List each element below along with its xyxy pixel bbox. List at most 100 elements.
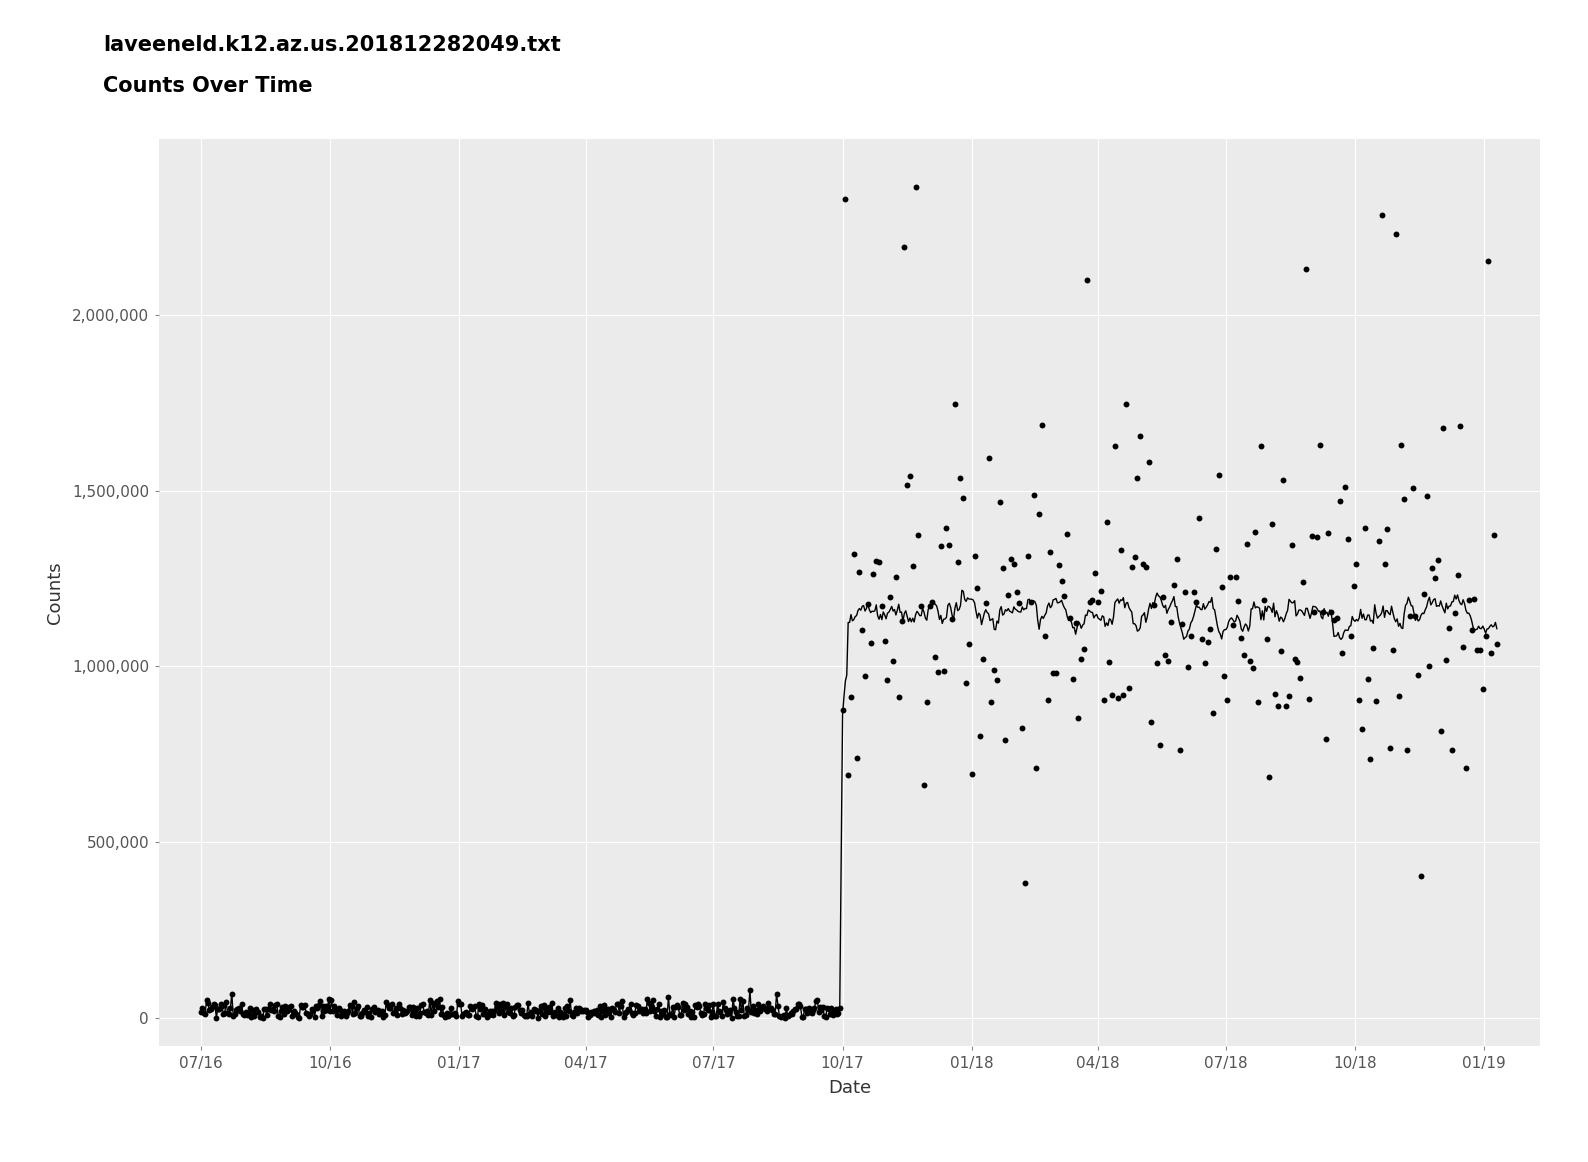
Point: [432, 1007, 457, 1026]
Point: [1085, 593, 1110, 611]
Point: [967, 726, 992, 745]
Point: [408, 996, 434, 1014]
Point: [627, 999, 653, 1018]
Point: [411, 1003, 437, 1021]
Point: [488, 995, 513, 1013]
Point: [723, 1003, 748, 1021]
Point: [726, 1006, 751, 1025]
Point: [538, 1003, 564, 1021]
Point: [1358, 749, 1383, 768]
Point: [1172, 582, 1197, 601]
Point: [915, 693, 940, 711]
Point: [521, 1000, 546, 1019]
Point: [427, 990, 453, 1009]
Point: [476, 1006, 502, 1025]
Point: [1037, 543, 1062, 561]
Point: [719, 1009, 745, 1027]
Point: [931, 661, 956, 680]
Point: [335, 1002, 360, 1020]
Point: [611, 1007, 637, 1026]
Point: [240, 1000, 265, 1019]
Point: [1437, 619, 1463, 638]
Point: [692, 995, 718, 1013]
Point: [797, 1003, 823, 1021]
Point: [497, 1004, 522, 1023]
Point: [486, 1004, 511, 1023]
Point: [727, 990, 753, 1009]
Point: [192, 1004, 218, 1023]
Point: [715, 1004, 740, 1023]
Point: [1380, 641, 1405, 660]
Point: [1097, 652, 1123, 670]
Point: [1240, 659, 1266, 677]
Point: [272, 1005, 297, 1024]
Point: [1409, 867, 1434, 885]
Point: [575, 1003, 600, 1021]
Point: [624, 996, 649, 1014]
Point: [291, 998, 316, 1017]
Point: [1099, 686, 1124, 704]
Point: [1251, 590, 1277, 609]
Point: [745, 1005, 770, 1024]
Point: [799, 1004, 824, 1023]
Point: [607, 1004, 632, 1023]
Point: [249, 1009, 275, 1027]
Point: [491, 1006, 516, 1025]
Point: [804, 991, 829, 1010]
Point: [1150, 587, 1175, 605]
Point: [225, 999, 251, 1018]
Point: [1013, 874, 1039, 892]
Point: [1267, 641, 1293, 660]
Point: [789, 1007, 815, 1026]
Point: [894, 475, 919, 494]
Point: [1218, 568, 1243, 587]
Point: [365, 1000, 391, 1019]
Point: [675, 1004, 700, 1023]
Point: [756, 994, 781, 1012]
Point: [923, 648, 948, 667]
Point: [384, 1006, 410, 1025]
Point: [937, 536, 962, 554]
Point: [1304, 528, 1329, 546]
Point: [279, 1006, 305, 1025]
Point: [632, 999, 657, 1018]
Point: [1161, 575, 1186, 594]
Point: [1424, 551, 1450, 569]
Point: [1043, 664, 1069, 682]
Point: [794, 1004, 819, 1023]
Point: [951, 489, 977, 508]
Point: [364, 1002, 389, 1020]
Point: [1372, 554, 1397, 573]
Point: [572, 1000, 597, 1019]
Point: [314, 1000, 340, 1019]
Point: [1453, 759, 1478, 777]
Point: [392, 1004, 418, 1023]
Point: [537, 998, 562, 1017]
Point: [267, 1007, 292, 1026]
Point: [1164, 550, 1189, 568]
Point: [645, 999, 670, 1018]
Point: [699, 1003, 724, 1021]
Point: [461, 997, 486, 1016]
Point: [216, 1004, 241, 1023]
Point: [637, 994, 662, 1012]
Point: [904, 178, 929, 196]
Point: [1355, 670, 1380, 689]
Point: [900, 557, 926, 575]
Point: [869, 597, 894, 616]
Point: [757, 999, 783, 1018]
Point: [807, 997, 832, 1016]
Point: [297, 1005, 322, 1024]
Point: [1391, 490, 1416, 509]
Point: [308, 991, 333, 1010]
Point: [953, 674, 978, 693]
Point: [1021, 486, 1046, 504]
Point: [581, 1002, 607, 1020]
Point: [395, 998, 421, 1017]
Point: [197, 1000, 222, 1019]
Point: [1328, 492, 1353, 510]
Point: [576, 1006, 602, 1025]
Point: [214, 1004, 240, 1023]
Point: [1054, 525, 1080, 544]
Point: [260, 1000, 286, 1019]
